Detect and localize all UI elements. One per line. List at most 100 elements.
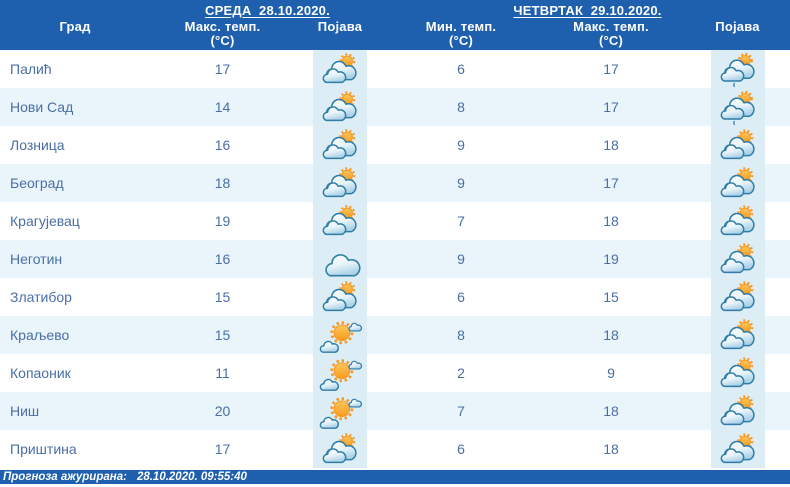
wed-max-temp-value: 17: [214, 441, 231, 457]
thu-phenomenon-cell: [685, 126, 790, 164]
city-name: Неготин: [10, 251, 63, 267]
wed-phenomenon-header: Појава: [317, 19, 363, 34]
sun-behind-clouds-icon: [318, 165, 362, 202]
thu-phenomenon-cell: [685, 164, 790, 202]
thu-min-temp-unit: (°C): [448, 33, 474, 48]
wed-max-temp-value: 14: [214, 99, 231, 115]
city-name: Београд: [10, 175, 64, 191]
thu-max-temp-header: Макс. темп. (°C): [537, 20, 685, 48]
icon-band: [313, 50, 367, 88]
mostly-sunny-icon: [318, 317, 362, 354]
sun-behind-clouds-icon: [716, 241, 760, 278]
icon-band: [710, 430, 765, 468]
table-header: СРЕДА 28.10.2020. ЧЕТВРТАК 29.10.2020. Г…: [0, 0, 790, 50]
icon-band: [313, 354, 367, 392]
icon-band: [313, 392, 367, 430]
thu-max-temp-value: 18: [603, 327, 619, 343]
icon-band: [710, 50, 765, 88]
wed-phenomenon-cell: [295, 278, 385, 316]
city-name: Златибор: [10, 289, 72, 305]
thu-phenomenon-header: Појава: [715, 19, 760, 34]
sun-behind-clouds-drizzle-icon: [716, 51, 760, 88]
sun-behind-clouds-icon: [716, 355, 760, 392]
wed-max-temp-value: 19: [214, 213, 231, 229]
wed-phenomenon-cell: [295, 354, 385, 392]
icon-band: [313, 278, 367, 316]
wed-phenomenon-cell: [295, 240, 385, 278]
thu-phenomenon-cell: [685, 392, 790, 430]
thu-phenomenon-cell: [685, 240, 790, 278]
thu-phenomenon-cell: [685, 316, 790, 354]
icon-band: [313, 202, 367, 240]
thu-phenomenon-cell: [685, 278, 790, 316]
table-row: Краљево 15 8 18: [0, 316, 790, 354]
thu-max-temp-value: 17: [603, 175, 619, 191]
icon-band: [710, 164, 765, 202]
icon-band: [710, 126, 765, 164]
table-row: Лозница 16 9 18: [0, 126, 790, 164]
thu-min-temp-value: 6: [457, 61, 465, 77]
sun-behind-clouds-icon: [318, 431, 362, 468]
city-name: Копаоник: [10, 365, 71, 381]
icon-band: [313, 164, 367, 202]
thu-min-temp-value: 9: [457, 137, 465, 153]
icon-band: [313, 240, 367, 278]
thu-min-temp-value: 2: [457, 365, 465, 381]
sun-behind-clouds-icon: [716, 431, 760, 468]
wed-max-temp-unit: (°C): [210, 33, 235, 48]
sun-behind-clouds-icon: [716, 127, 760, 164]
thu-min-temp-value: 7: [457, 403, 465, 419]
wed-max-temp-value: 11: [215, 365, 230, 381]
sun-behind-clouds-icon: [716, 203, 760, 240]
table-row: Нови Сад 14 8 17: [0, 88, 790, 126]
table-row: Крагујевац 19 7 18: [0, 202, 790, 240]
wed-max-temp-value: 15: [214, 327, 231, 343]
thu-min-temp-value: 9: [457, 175, 465, 191]
thu-min-temp-header: Мин. темп. (°C): [385, 20, 537, 48]
sun-behind-clouds-icon: [716, 317, 760, 354]
thu-phenomenon-cell: [685, 202, 790, 240]
wed-phenomenon-cell: [295, 50, 385, 88]
city-name: Палић: [10, 61, 52, 77]
sun-behind-clouds-icon: [318, 127, 362, 164]
thu-max-temp-value: 19: [603, 251, 619, 267]
sun-behind-clouds-icon: [716, 393, 760, 430]
icon-band: [313, 126, 367, 164]
wednesday-date-header: СРЕДА 28.10.2020.: [205, 3, 330, 18]
icon-band: [313, 88, 367, 126]
wed-max-temp-value: 18: [214, 175, 231, 191]
icon-band: [313, 316, 367, 354]
thu-max-temp-value: 18: [603, 137, 619, 153]
sun-behind-clouds-icon: [716, 165, 760, 202]
thu-min-temp-value: 6: [457, 289, 465, 305]
sun-behind-clouds-icon: [318, 279, 362, 316]
wed-max-temp-value: 20: [214, 403, 231, 419]
city-name: Крагујевац: [10, 213, 80, 229]
thu-min-temp-value: 9: [457, 251, 465, 267]
table-row: Златибор 15 6 15: [0, 278, 790, 316]
icon-band: [710, 240, 765, 278]
wed-max-temp-value: 16: [214, 251, 231, 267]
thu-min-temp-value: 6: [457, 441, 465, 457]
cloudy-icon: [318, 241, 362, 278]
thu-min-temp-value: 7: [457, 213, 465, 229]
sun-behind-clouds-drizzle-icon: [716, 89, 760, 126]
column-headers-row: Град Макс. темп. (°C) Појава Мин. темп. …: [0, 20, 790, 48]
wed-max-temp-label: Макс. темп.: [184, 19, 261, 34]
mostly-sunny-icon: [318, 393, 362, 430]
thu-max-temp-value: 9: [607, 365, 615, 381]
thu-max-temp-unit: (°C): [598, 33, 624, 48]
city-name: Лозница: [10, 137, 65, 153]
wed-phenomenon-cell: [295, 316, 385, 354]
thu-max-temp-value: 17: [603, 99, 619, 115]
wed-max-temp-value: 16: [214, 137, 231, 153]
thu-max-temp-value: 18: [603, 403, 619, 419]
icon-band: [313, 430, 367, 468]
thu-phenomenon-cell: [685, 430, 790, 468]
thu-max-temp-value: 18: [603, 441, 619, 457]
thu-min-temp-value: 8: [457, 327, 465, 343]
table-row: Неготин 16 9 19: [0, 240, 790, 278]
wed-max-temp-value: 15: [214, 289, 231, 305]
thu-min-temp-label: Мин. темп.: [425, 19, 497, 34]
thu-phenomenon-cell: [685, 50, 790, 88]
